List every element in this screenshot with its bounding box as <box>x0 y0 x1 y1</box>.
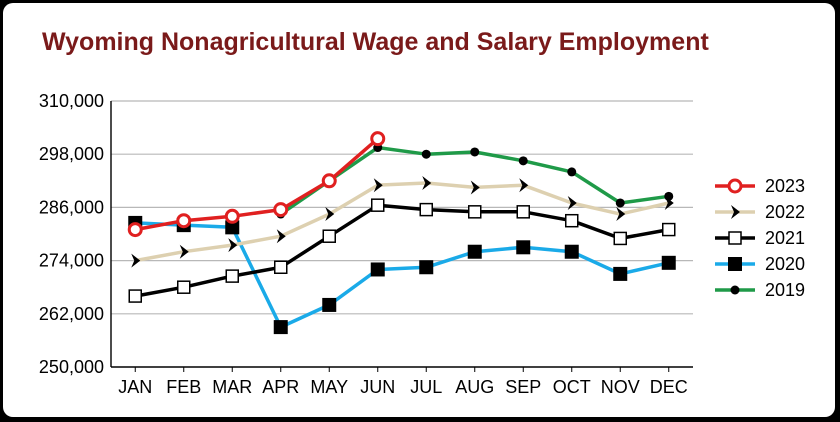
legend-item: 2020 <box>715 254 805 274</box>
data-point <box>370 131 386 147</box>
data-point <box>276 229 286 244</box>
data-point <box>370 262 385 277</box>
data-point <box>422 176 432 191</box>
series-2019 <box>276 143 674 219</box>
data-point <box>662 222 676 237</box>
data-point <box>371 198 385 212</box>
legend-marker <box>728 231 742 245</box>
legend-item: 2019 <box>715 280 805 300</box>
y-tick-label: 262,000 <box>39 304 104 324</box>
data-point <box>177 280 191 294</box>
legend-item: 2023 <box>715 176 805 196</box>
x-tick-label: DEC <box>650 377 688 397</box>
series-2023 <box>127 131 386 238</box>
legend-marker <box>731 205 740 219</box>
x-tick-label: OCT <box>553 377 591 397</box>
data-point <box>470 147 480 157</box>
data-point <box>128 289 142 303</box>
series-2021 <box>128 198 676 303</box>
legend-marker <box>727 178 743 194</box>
x-tick-label: MAR <box>212 377 252 397</box>
data-point <box>661 255 676 270</box>
axis-layer: 250,000 262,000 274,000 286,000 298,000 310,0… <box>39 91 693 397</box>
series-line <box>279 145 670 216</box>
data-point <box>131 253 141 268</box>
data-point <box>321 173 337 189</box>
data-point <box>322 229 336 243</box>
series-line <box>134 203 670 298</box>
y-tick-label: 250,000 <box>39 357 104 377</box>
x-tick-label: JAN <box>118 377 152 397</box>
data-point <box>468 205 482 219</box>
y-tick-label: 298,000 <box>39 144 104 164</box>
data-point <box>519 178 529 193</box>
data-point <box>518 156 528 166</box>
data-point <box>419 260 434 275</box>
data-point <box>470 180 480 195</box>
x-tick-label: APR <box>262 377 299 397</box>
data-point <box>373 178 383 193</box>
legend-label: 2020 <box>765 254 805 274</box>
series-layer <box>127 131 676 335</box>
x-tick-label: AUG <box>455 377 494 397</box>
series-line <box>134 137 379 232</box>
data-point <box>419 202 433 217</box>
data-point <box>127 222 143 238</box>
data-point <box>176 213 192 229</box>
x-tick-label: MAY <box>310 377 348 397</box>
data-point <box>467 244 482 259</box>
data-point <box>516 205 530 219</box>
data-point <box>224 208 240 224</box>
data-point <box>325 207 335 222</box>
series-line <box>134 181 670 263</box>
x-tick-label: JUN <box>360 377 395 397</box>
series-line <box>135 221 670 329</box>
data-point <box>225 220 240 235</box>
data-point <box>179 244 189 259</box>
legend-label: 2022 <box>765 202 805 222</box>
y-tick-label: 274,000 <box>39 251 104 271</box>
series-2020 <box>128 215 676 335</box>
data-point <box>567 167 577 177</box>
legend-marker <box>730 285 740 295</box>
data-point <box>273 202 289 218</box>
data-point <box>613 266 628 281</box>
data-point <box>273 320 288 335</box>
x-tick-label: JUL <box>410 377 442 397</box>
chart-title: Wyoming Nonagricultural Wage and Salary … <box>42 28 709 56</box>
legend-label: 2023 <box>765 176 805 196</box>
chart: Wyoming Nonagricultural Wage and Salary … <box>39 28 805 397</box>
legend-item: 2021 <box>715 228 805 248</box>
legend-label: 2021 <box>765 228 805 248</box>
y-tick-label: 286,000 <box>39 197 104 217</box>
data-point <box>228 238 238 253</box>
x-tick-label: NOV <box>601 377 640 397</box>
x-tick-label: FEB <box>166 377 201 397</box>
data-point <box>322 297 337 312</box>
series-2022 <box>131 176 674 268</box>
legend-marker <box>728 257 742 271</box>
data-point <box>421 149 431 159</box>
legend-item: 2022 <box>715 202 805 222</box>
data-point <box>274 260 288 274</box>
data-point <box>664 195 674 210</box>
data-point <box>615 198 625 208</box>
data-point <box>613 231 627 246</box>
x-tick-label: SEP <box>505 377 541 397</box>
chart-frame: Wyoming Nonagricultural Wage and Salary … <box>3 3 835 417</box>
data-point <box>516 240 531 255</box>
legend: 2023 2022 2021 2020 2019 <box>715 176 805 300</box>
data-point <box>616 207 626 222</box>
legend-label: 2019 <box>765 280 805 300</box>
data-point <box>565 213 579 228</box>
data-point <box>567 195 577 210</box>
data-point <box>564 244 579 259</box>
y-tick-label: 310,000 <box>39 91 104 111</box>
data-point <box>225 269 239 283</box>
